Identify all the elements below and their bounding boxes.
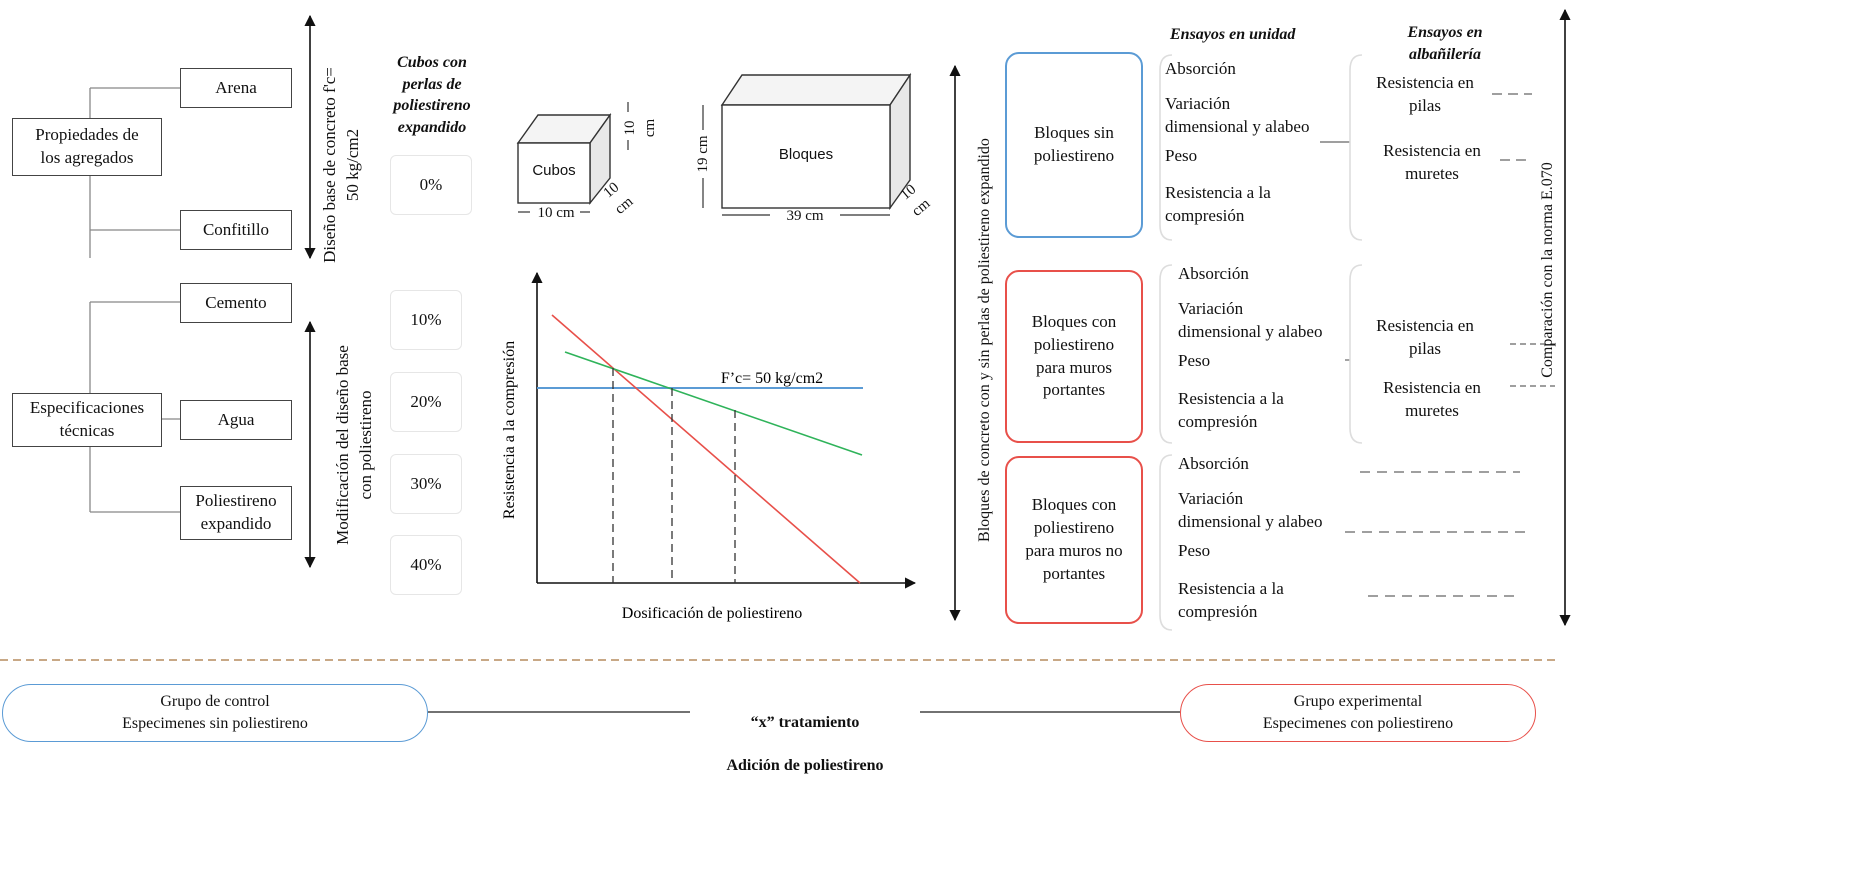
- specs-box: Especificaciones técnicas: [12, 393, 162, 447]
- pct-40: 40%: [390, 535, 462, 595]
- blocks-axis-label: Bloques de concreto con y sin perlas de …: [976, 138, 994, 542]
- pct-20: 20%: [390, 372, 462, 432]
- block-dim-height: 19 cm: [694, 135, 711, 173]
- tree-specs: [89, 301, 180, 513]
- g1-absorcion: Absorción: [1165, 59, 1236, 78]
- g2-peso: Peso: [1178, 351, 1211, 370]
- cube-dim-height: 10 cm: [621, 118, 658, 138]
- design-base-label: Diseño base de concreto f'c= 50 kg/cm2: [320, 67, 362, 263]
- confitillo-box: Confitillo: [180, 210, 292, 250]
- treatment-label: “x” tratamiento Adición de poliestireno: [690, 690, 920, 777]
- dimension-lines: [518, 102, 890, 216]
- g1-muretes: Resistencia en muretes: [1383, 141, 1481, 183]
- chart-ylabel: Resistencia a la compresión: [501, 341, 518, 519]
- experimental-group-pill: Grupo experimental Especimenes con polie…: [1180, 684, 1536, 742]
- cube-shape: [516, 112, 612, 205]
- block-card-load-bearing: Bloques con poliestireno para muros port…: [1005, 270, 1143, 443]
- block-card-control: Bloques sin poliestireno: [1005, 52, 1143, 238]
- treatment-line-1: “x” tratamiento: [750, 713, 860, 731]
- control-group-pill: Grupo de control Especimenes sin poliest…: [2, 684, 428, 742]
- g3-variacion: Variación dimensional y alabeo: [1178, 489, 1323, 531]
- g3-absorcion: Absorción: [1178, 454, 1249, 473]
- cube-label: Cubos: [532, 162, 576, 179]
- block-card-non-load-bearing: Bloques con poliestireno para muros no p…: [1005, 456, 1143, 624]
- block-shape: [720, 72, 912, 211]
- g2-pilas: Resistencia en pilas: [1376, 316, 1474, 358]
- treatment-line-2: Adición de poliestireno: [726, 756, 884, 774]
- green-trend-line: [564, 351, 863, 456]
- g2-muretes: Resistencia en muretes: [1383, 378, 1481, 420]
- block-dim-width: 39 cm: [786, 208, 824, 224]
- poliestireno-box: Poliestireno expandido: [180, 486, 292, 540]
- masonry-tests-header: Ensayos en albañilería: [1407, 24, 1483, 63]
- chart-xlabel: Dosificación de poliestireno: [622, 605, 802, 622]
- cube-dim-width: 10 cm: [537, 205, 575, 221]
- g3-peso: Peso: [1178, 541, 1211, 560]
- properties-box: Propiedades de los agregados: [12, 118, 162, 176]
- unit-tests-header: Ensayos en unidad: [1170, 26, 1296, 43]
- compression-chart: F’c= 50 kg/cm2 Resistencia a la compresi…: [501, 271, 917, 622]
- pct-30: 30%: [390, 454, 462, 514]
- pct-10: 10%: [390, 290, 462, 350]
- cemento-box: Cemento: [180, 283, 292, 323]
- g2-variacion: Variación dimensional y alabeo: [1178, 299, 1323, 341]
- agua-box: Agua: [180, 400, 292, 440]
- g1-resistencia: Resistencia a la compresión: [1165, 183, 1271, 225]
- arena-box: Arena: [180, 68, 292, 108]
- g2-absorcion: Absorción: [1178, 264, 1249, 283]
- g3-resistencia: Resistencia a la compresión: [1178, 579, 1284, 621]
- block-label: Bloques: [778, 146, 834, 163]
- brackets: [1159, 54, 1363, 631]
- g1-variacion: Variación dimensional y alabeo: [1165, 94, 1310, 136]
- red-trend-line: [551, 314, 861, 584]
- pct-0: 0%: [390, 155, 472, 215]
- g1-pilas: Resistencia en pilas: [1376, 73, 1474, 115]
- g1-peso: Peso: [1165, 146, 1198, 165]
- g2-resistencia: Resistencia a la compresión: [1178, 389, 1284, 431]
- reference-label: F’c= 50 kg/cm2: [721, 370, 823, 387]
- modification-label: Modificación del diseño base con poliest…: [333, 345, 375, 545]
- cubes-title: Cubos con perlas de poliestireno expandi…: [393, 54, 471, 136]
- comparison-label: Comparación con la norma E.070: [1539, 162, 1557, 378]
- test-connectors: [1320, 93, 1555, 597]
